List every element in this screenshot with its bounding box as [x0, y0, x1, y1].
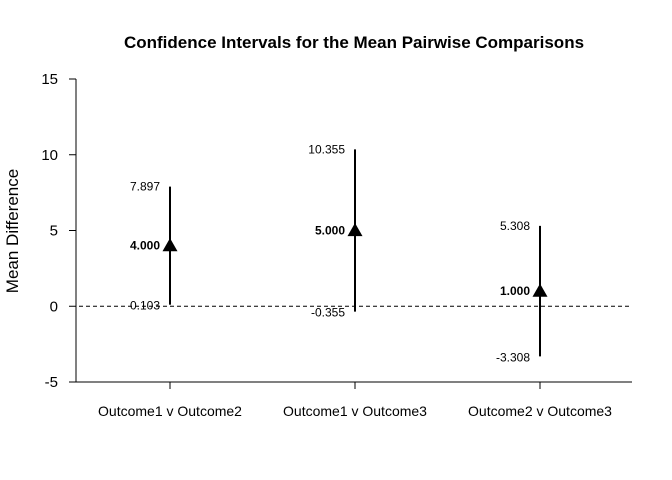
upper-bound-label: 10.355	[308, 142, 345, 156]
y-tick-label: 0	[50, 298, 58, 315]
y-tick-label: 10	[41, 147, 58, 164]
axes: -5 0 5 10 15 Outcome1 v Outcome2 Outcome1 v Ou…	[41, 71, 632, 419]
x-tick-label: Outcome1 v Outcome3	[283, 403, 427, 419]
y-axis-label: Mean Difference	[3, 169, 22, 293]
lower-bound-label: -0.355	[311, 306, 345, 320]
upper-bound-label: 5.308	[500, 219, 530, 233]
x-tick-label: Outcome2 v Outcome3	[468, 403, 612, 419]
mean-marker-triangle	[162, 238, 178, 252]
lower-bound-label: -3.308	[496, 350, 530, 364]
mean-marker-triangle	[532, 283, 548, 297]
plot-area: 7.897 4.000 0.103 10.355 5.000 -0.355 5.308 1.0…	[79, 142, 632, 364]
mean-label: 1.000	[500, 284, 530, 298]
mean-label: 4.000	[130, 239, 160, 253]
y-tick-label: -5	[45, 374, 58, 391]
mean-label: 5.000	[315, 224, 345, 238]
y-tick-label: 15	[41, 71, 58, 88]
mean-marker-triangle	[347, 223, 363, 237]
y-tick-label: 5	[50, 223, 58, 240]
upper-bound-label: 7.897	[130, 180, 160, 194]
x-tick-label: Outcome1 v Outcome2	[98, 403, 242, 419]
lower-bound-label: 0.103	[130, 299, 160, 313]
chart-title: Confidence Intervals for the Mean Pairwi…	[124, 33, 584, 52]
